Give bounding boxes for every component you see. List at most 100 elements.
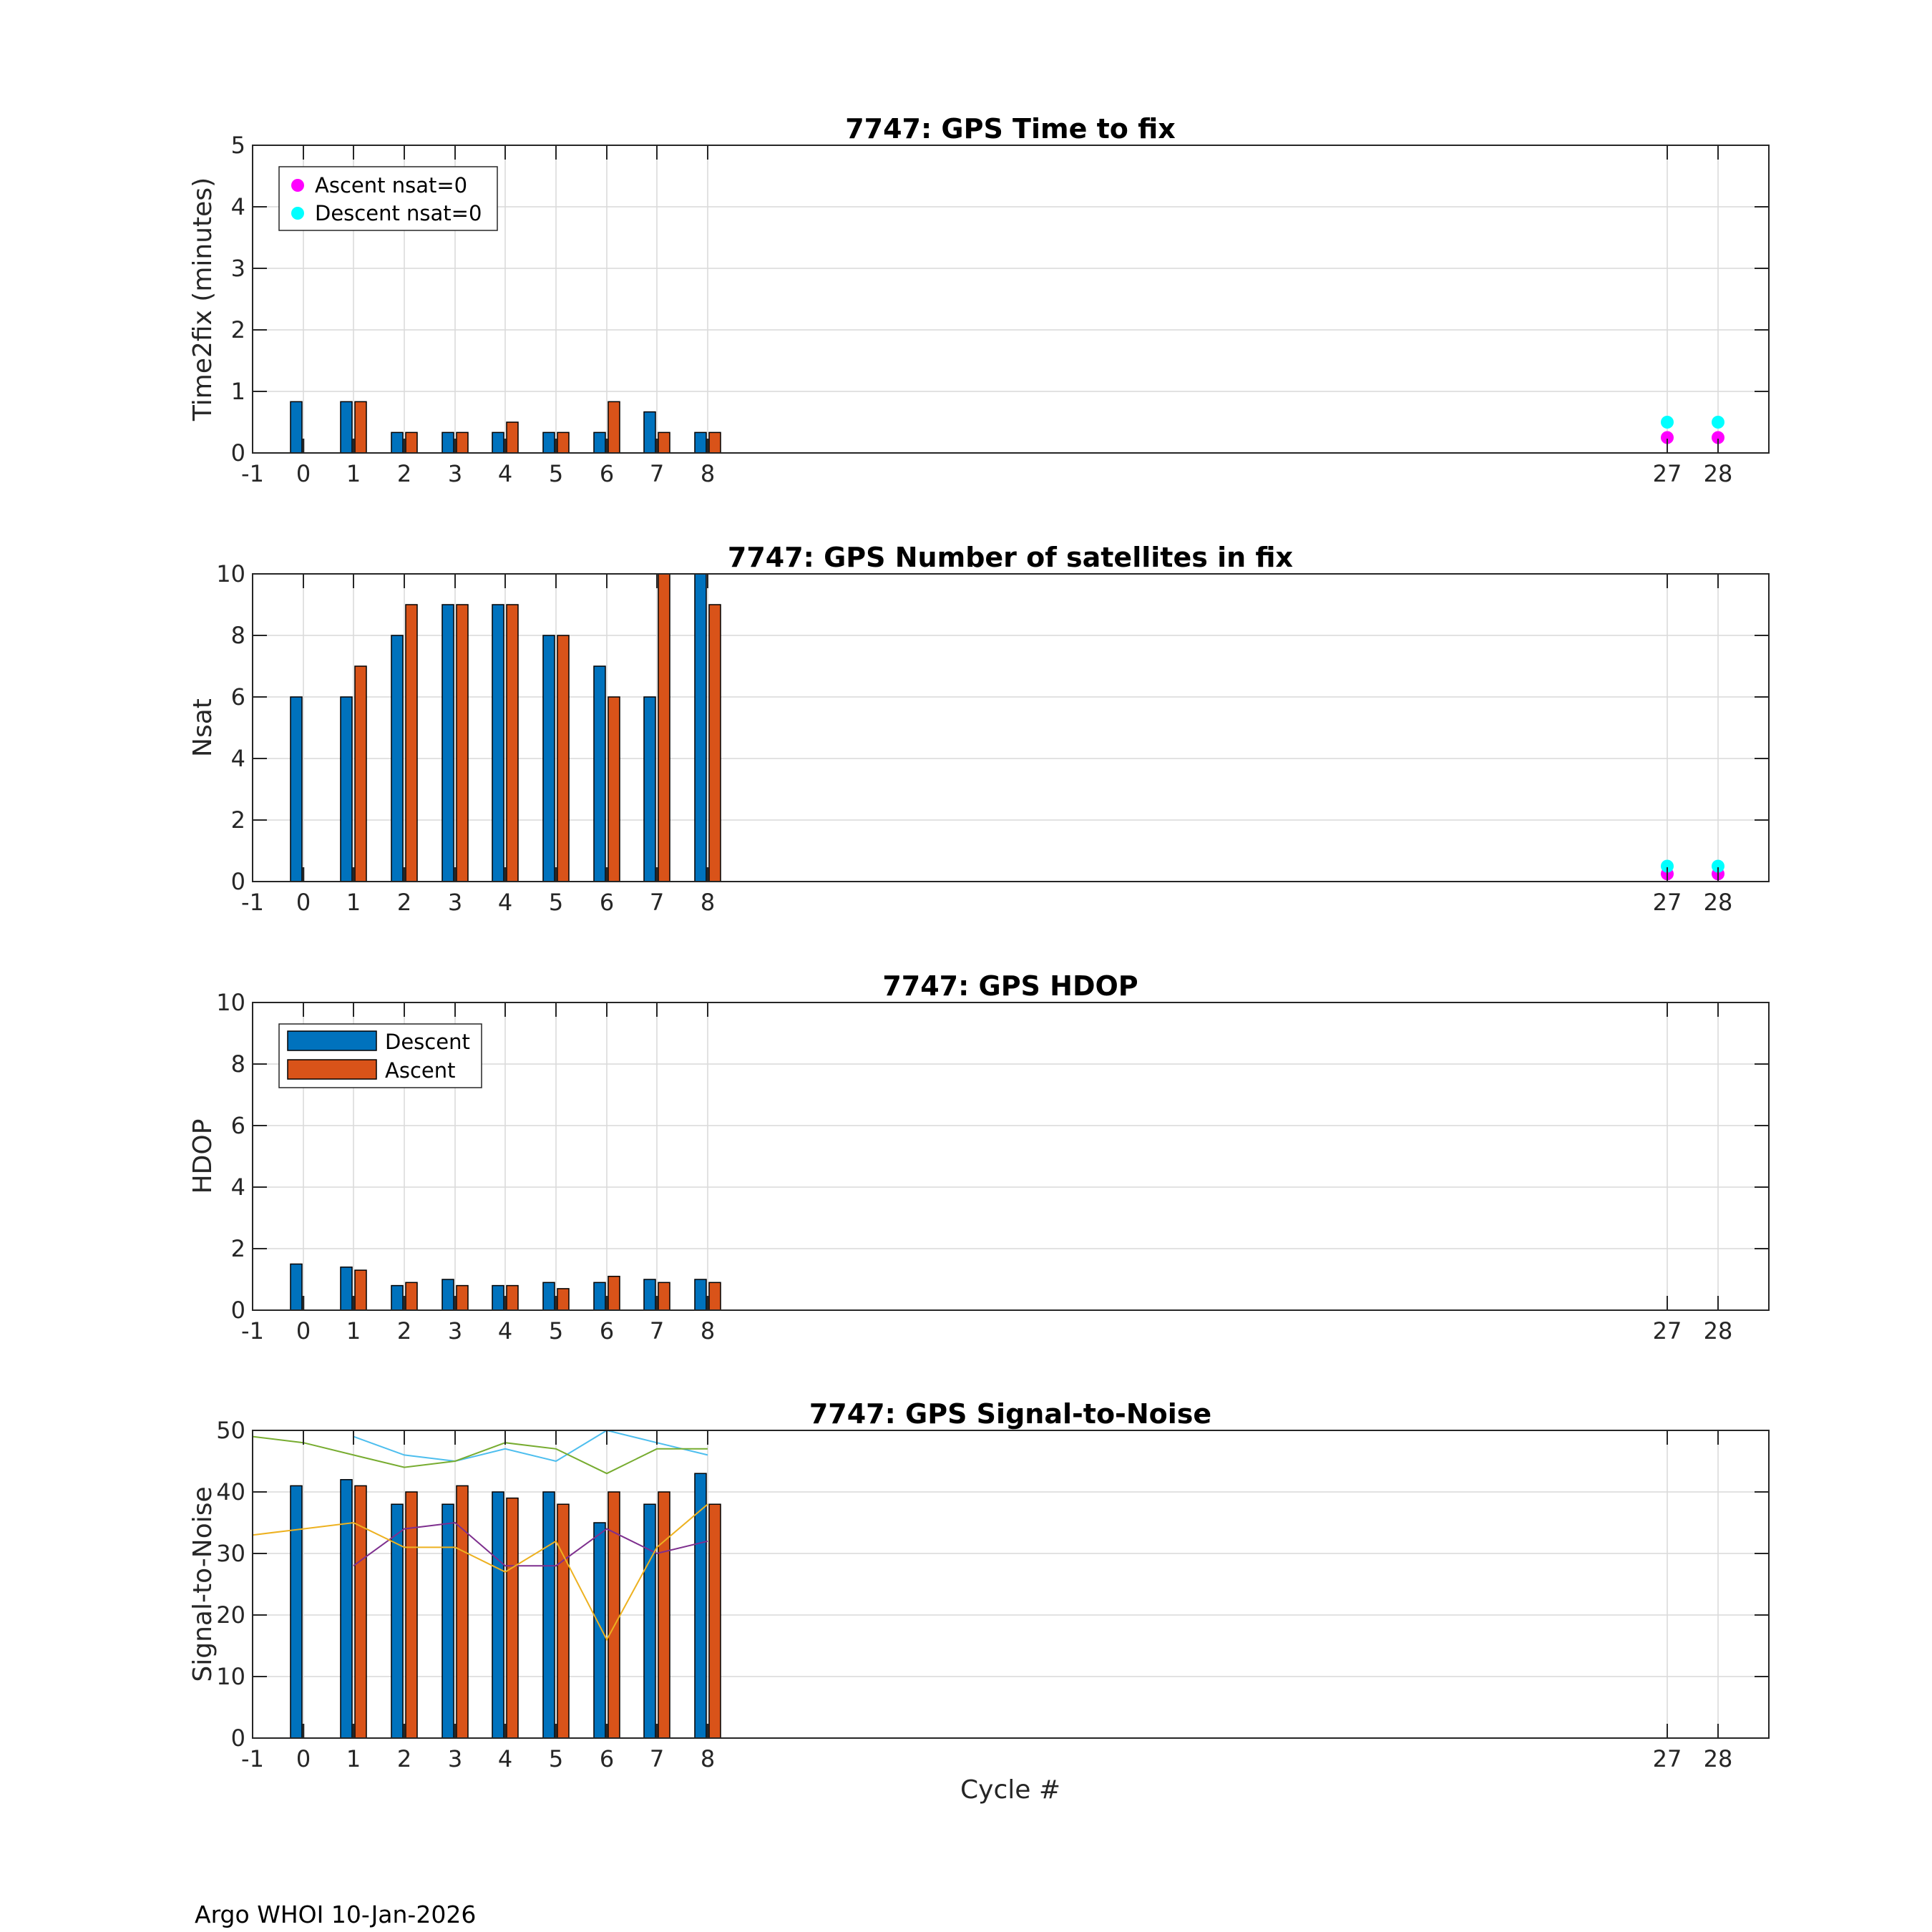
descent-bar bbox=[492, 431, 504, 454]
descent-bar bbox=[391, 635, 404, 882]
legend-descent-nsat0-label: Descent nsat=0 bbox=[315, 201, 482, 225]
y-tick-label: 10 bbox=[216, 560, 245, 587]
chart-title: 7747: GPS Number of satellites in fix bbox=[728, 542, 1293, 573]
ascent-bar bbox=[456, 1485, 469, 1739]
ascent-bar bbox=[506, 604, 519, 882]
descent-bar bbox=[643, 1279, 656, 1311]
ascent-nsat0-marker bbox=[1712, 431, 1724, 444]
ascent-bar bbox=[456, 604, 469, 882]
ascent-bar bbox=[557, 1503, 570, 1739]
x-tick-label: 6 bbox=[600, 1317, 614, 1345]
bars bbox=[290, 573, 721, 882]
legend-ascent-nsat0-label: Ascent nsat=0 bbox=[315, 173, 467, 197]
chart-title: 7747: GPS Signal-to-Noise bbox=[809, 1398, 1211, 1430]
x-tick-label: 27 bbox=[1653, 460, 1682, 487]
x-tick-label: 0 bbox=[296, 1745, 311, 1772]
sn-lines bbox=[252, 1429, 708, 1641]
x-tick-label: -1 bbox=[241, 1745, 264, 1772]
x-tick-label: -1 bbox=[241, 889, 264, 916]
x-tick-label: 7 bbox=[650, 1317, 664, 1345]
ascent-bar bbox=[708, 431, 721, 454]
nsat0-markers bbox=[1661, 859, 1724, 881]
x-tick-label: 3 bbox=[448, 1317, 462, 1345]
x-tick-label: 2 bbox=[397, 889, 411, 916]
y-tick-label: 5 bbox=[231, 132, 245, 159]
y-axis-label: HDOP bbox=[188, 1119, 218, 1194]
descent-bar bbox=[340, 401, 353, 454]
x-tick-label: 8 bbox=[701, 889, 715, 916]
descent-bar bbox=[593, 1522, 606, 1739]
ascent-bar bbox=[658, 1491, 670, 1739]
descent-bar bbox=[391, 1284, 404, 1311]
y-tick-label: 2 bbox=[231, 806, 245, 834]
ascent-bar bbox=[708, 1282, 721, 1311]
y-tick-label: 1 bbox=[231, 378, 245, 405]
x-tick-label: 27 bbox=[1653, 889, 1682, 916]
descent-bar bbox=[290, 1263, 303, 1311]
ascent-bar bbox=[506, 421, 519, 454]
axes-frame bbox=[252, 1430, 1770, 1739]
x-tick-label: 8 bbox=[701, 1317, 715, 1345]
sn-line-4 bbox=[252, 1503, 708, 1641]
descent-bar bbox=[542, 635, 555, 882]
x-tick-label: 6 bbox=[600, 889, 614, 916]
y-tick-label: 10 bbox=[216, 989, 245, 1016]
y-tick-label: 6 bbox=[231, 1112, 245, 1139]
x-tick-label: 28 bbox=[1704, 889, 1733, 916]
y-tick-label: 3 bbox=[231, 255, 245, 282]
x-tick-label: 28 bbox=[1704, 1317, 1733, 1345]
ascent-bar bbox=[354, 401, 367, 454]
descent-bar bbox=[441, 431, 454, 454]
x-tick-label: 2 bbox=[397, 1317, 411, 1345]
descent-bar bbox=[694, 573, 707, 882]
descent-bar bbox=[694, 431, 707, 454]
y-tick-label: 2 bbox=[231, 316, 245, 343]
x-tick-label: 5 bbox=[549, 460, 563, 487]
y-tick-label: 0 bbox=[231, 1297, 245, 1324]
x-tick-label: 4 bbox=[498, 889, 512, 916]
ascent-bar bbox=[506, 1497, 519, 1739]
x-tick-label: 7 bbox=[650, 1745, 664, 1772]
ascent-bar bbox=[658, 431, 670, 454]
x-tick-label: 0 bbox=[296, 889, 311, 916]
x-tick-label: 1 bbox=[346, 1317, 361, 1345]
ascent-bar bbox=[608, 696, 620, 882]
descent-bar bbox=[492, 1491, 504, 1739]
axes-frame bbox=[252, 145, 1770, 454]
descent-bar bbox=[542, 1282, 555, 1311]
legend-ascent-label: Ascent bbox=[385, 1058, 455, 1083]
x-tick-label: 8 bbox=[701, 1745, 715, 1772]
descent-bar bbox=[340, 696, 353, 882]
x-tick-label: 1 bbox=[346, 1745, 361, 1772]
x-tick-label: 27 bbox=[1653, 1317, 1682, 1345]
ascent-bar bbox=[506, 1284, 519, 1311]
descent-bar bbox=[643, 696, 656, 882]
ascent-bar bbox=[456, 1284, 469, 1311]
x-axis-label: Cycle # bbox=[960, 1775, 1060, 1805]
descent-bar bbox=[441, 1279, 454, 1311]
y-tick-label: 0 bbox=[231, 439, 245, 467]
descent-bar bbox=[542, 431, 555, 454]
ascent-bar bbox=[658, 1282, 670, 1311]
descent-bar bbox=[643, 1503, 656, 1739]
x-tick-label: 27 bbox=[1653, 1745, 1682, 1772]
x-tick-label: 4 bbox=[498, 460, 512, 487]
ascent-bar bbox=[405, 1282, 418, 1311]
y-tick-label: 8 bbox=[231, 622, 245, 649]
tick-marks bbox=[252, 1430, 1769, 1739]
descent-nsat0-marker bbox=[1712, 416, 1724, 429]
descent-nsat0-marker bbox=[1661, 416, 1674, 429]
ascent-bar bbox=[608, 1275, 620, 1311]
ascent-bar bbox=[658, 573, 670, 882]
tick-marks bbox=[252, 573, 1769, 882]
y-tick-label: 0 bbox=[231, 868, 245, 895]
legend-box bbox=[278, 166, 498, 231]
sn-line-2 bbox=[252, 1435, 708, 1475]
sn-line-1 bbox=[353, 1429, 708, 1463]
x-tick-label: -1 bbox=[241, 460, 264, 487]
descent-bar bbox=[593, 665, 606, 882]
